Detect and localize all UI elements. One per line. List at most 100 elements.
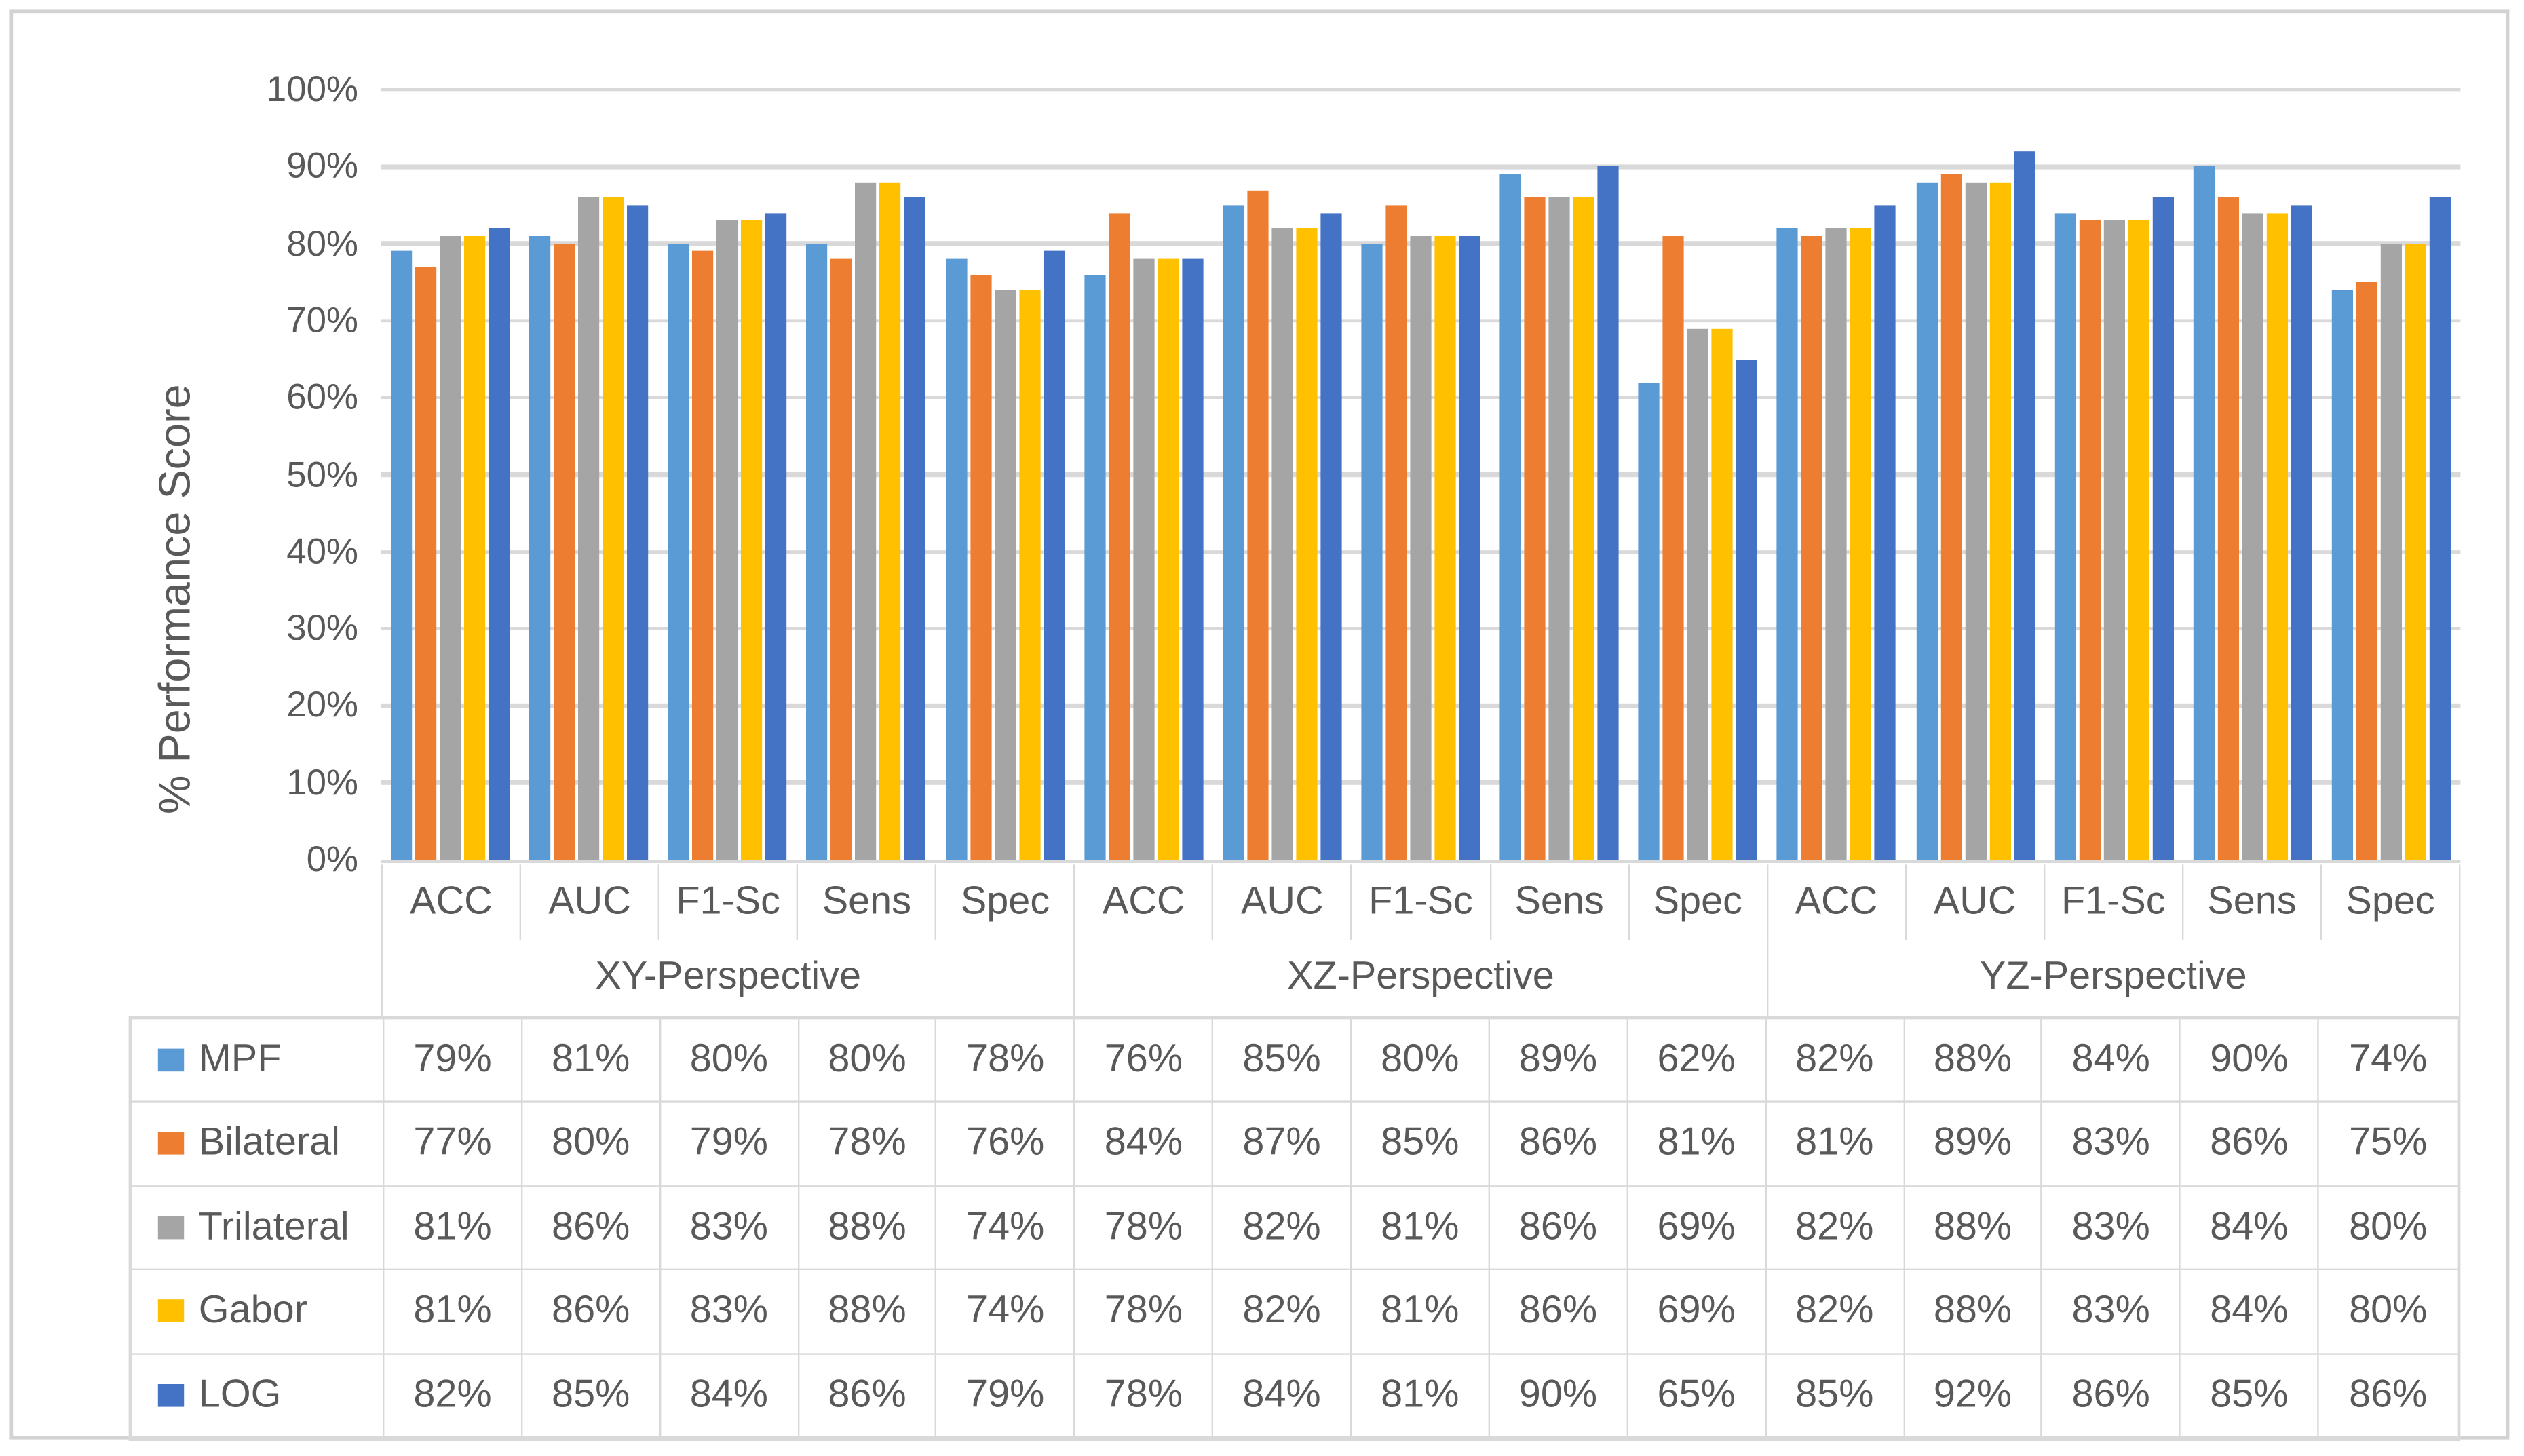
legend-item: MPF [132,1018,385,1103]
series-name: LOG [198,1372,282,1417]
bar-group [658,90,797,860]
bar-gabor [2266,212,2288,860]
bar-log [1320,212,1342,860]
x-axis-perspective-label-row: XY-Perspective XZ-Perspective YZ-Perspecti… [381,938,2461,1016]
table-value-cell: 78% [1075,1186,1214,1271]
bar-mpf [2054,212,2076,860]
table-value-cell: 82% [1213,1186,1352,1271]
bar-log [2291,205,2312,860]
metric-label: Spec [1629,864,1768,939]
data-table: MPF 79% 81% 80% 80% 78% 76% 85% 80% 89% 62% 82% 88% 8… [128,1015,2461,1441]
bar-group [381,90,520,860]
table-value-cell: 81% [1766,1102,1905,1187]
table-value-cell: 89% [1904,1102,2043,1187]
bar-log [1597,166,1620,860]
metric-label: ACC [383,864,522,939]
table-value-cell: 78% [1075,1270,1214,1354]
gridline [381,88,2461,92]
gridline [381,164,2461,169]
bar-log [627,205,649,860]
table-value-cell: 76% [937,1102,1075,1187]
bar-group [2045,90,2183,860]
bar-gabor [2405,244,2427,860]
table-value-cell: 83% [2042,1102,2181,1187]
table-value-cell: 84% [1213,1354,1352,1438]
metric-label: AUC [1214,864,1353,939]
legend-item: Gabor [132,1270,385,1354]
bar-trilateral [1964,182,1987,860]
table-value-cell: 92% [1904,1354,2043,1438]
table-value-cell: 86% [1489,1270,1628,1354]
table-value-cell: 78% [1075,1354,1214,1438]
bar-log [1181,258,1204,860]
bar-bilateral [2079,221,2101,860]
table-value-cell: 83% [2042,1270,2181,1354]
bar-mpf [945,258,967,860]
legend-item: LOG [132,1354,385,1438]
table-value-cell: 82% [1766,1018,1905,1103]
series-name: Trilateral [198,1204,349,1249]
table-value-cell: 82% [1766,1186,1905,1271]
table-value-cell: 85% [1213,1018,1352,1103]
metric-label: AUC [1907,864,2045,939]
table-value-cell: 74% [2318,1018,2458,1103]
bar-trilateral [2380,244,2403,860]
metric-label: F1-Sc [2045,864,2184,939]
bar-trilateral [440,235,461,860]
table-value-cell: 69% [1628,1186,1767,1271]
table-value-cell: 85% [1766,1354,1905,1438]
bar-group [1490,90,1628,860]
bar-group [797,90,936,860]
metric-label: F1-Sc [659,864,799,939]
bar-gabor [1018,290,1040,860]
bar-trilateral [1132,258,1155,860]
bar-group [2322,90,2460,860]
table-value-cell: 85% [1352,1102,1490,1187]
table-value-cell: 81% [1352,1186,1490,1271]
table-value-cell: 62% [1628,1018,1767,1103]
table-value-cell: 65% [1628,1354,1767,1438]
bar-log [765,212,788,860]
bar-mpf [807,244,828,860]
table-value-cell: 89% [1489,1018,1628,1103]
bar-bilateral [1663,235,1685,860]
bar-mpf [1915,182,1938,860]
bar-trilateral [2242,212,2263,860]
table-value-cell: 79% [384,1018,523,1103]
table-value-cell: 78% [937,1018,1075,1103]
x-axis-metric-label-row: ACC AUC F1-Sc Sens Spec ACC AUC F1-Sc Sens Spec AC… [381,864,2461,939]
bar-group [1629,90,1767,860]
table-value-cell: 81% [384,1270,523,1354]
bar-mpf [1777,228,1799,860]
bar-log [1875,205,1896,860]
table-value-cell: 86% [1489,1186,1628,1271]
table-value-cell: 76% [1075,1018,1214,1103]
table-value-cell: 80% [799,1018,938,1103]
y-tick-label: 70% [286,299,358,341]
table-value-cell: 87% [1213,1102,1352,1187]
legend-item: Trilateral [132,1186,385,1271]
metric-label: ACC [1075,864,1214,939]
table-value-cell: 69% [1628,1270,1767,1354]
bar-bilateral [554,244,575,860]
table-value-cell: 79% [660,1102,799,1187]
table-value-cell: 88% [799,1270,938,1354]
bar-gabor [1157,258,1179,860]
table-value-cell: 86% [522,1270,661,1354]
table-value-cell: 84% [2181,1186,2319,1271]
table-value-cell: 85% [2181,1354,2319,1438]
metric-label: F1-Sc [1352,864,1491,939]
bar-log [2013,151,2035,860]
bar-gabor [1989,182,2011,860]
table-value-cell: 80% [1352,1018,1490,1103]
y-tick-label: 10% [286,761,358,803]
bar-bilateral [1385,205,1407,860]
legend-swatch [157,1132,185,1155]
bar-mpf [391,251,413,860]
bar-bilateral [1524,197,1546,860]
table-value-cell: 86% [1489,1102,1628,1187]
bar-gabor [880,182,902,860]
bar-gabor [1296,228,1318,860]
table-value-cell: 80% [522,1102,661,1187]
table-value-cell: 82% [384,1354,523,1438]
